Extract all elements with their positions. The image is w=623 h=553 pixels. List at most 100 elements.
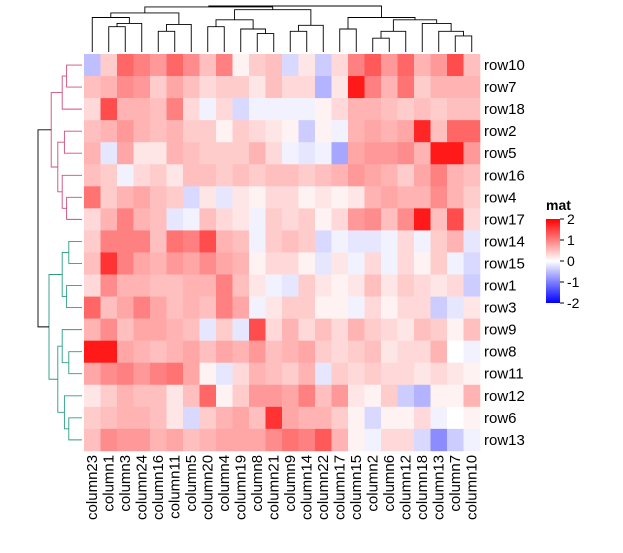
heatmap-cell [133,340,151,363]
dendrogram-branch [66,64,82,88]
column-dendrogram [91,5,473,52]
heatmap-cell [133,406,151,430]
column-label: column17 [332,455,349,520]
heatmap-cell [117,318,134,341]
heatmap-cell [282,76,299,99]
legend-tick-label: 1 [567,232,575,248]
heatmap-cell [216,208,233,231]
heatmap-cell [364,406,382,430]
heatmap-cell [364,318,382,341]
heatmap-cell [414,384,431,408]
column-label: column24 [134,455,151,520]
heatmap-cell [463,98,481,121]
heatmap-cell [397,54,415,77]
heatmap-cell [150,98,167,121]
heatmap-cell [265,76,283,99]
column-label: column6 [381,455,398,512]
heatmap-cell [183,340,200,363]
heatmap-cell [84,252,101,275]
heatmap-cell [397,362,415,386]
heatmap-cell [298,230,316,253]
heatmap-cell [265,208,283,231]
heatmap-cell [265,340,283,363]
heatmap-cell [84,318,101,341]
heatmap-cell [84,362,101,386]
heatmap-cell [183,406,200,430]
heatmap-cell [381,142,398,165]
heatmap-cell [331,98,349,121]
dendrogram-branch [256,33,275,52]
heatmap-cell [100,318,118,341]
heatmap-cell [265,296,283,319]
heatmap-cell [331,428,349,452]
dendrogram-branch [66,196,82,220]
heatmap-cell [117,186,134,209]
heatmap-cell [133,384,151,408]
heatmap-cell [216,98,233,121]
legend-colorbar [546,219,560,303]
heatmap-cell [216,296,233,319]
heatmap-cell [84,142,101,165]
heatmap-cell [133,252,151,275]
heatmap-cell [348,252,365,275]
column-label: column9 [282,455,299,512]
heatmap-cell [117,340,134,363]
heatmap-cell [117,142,134,165]
heatmap-cell [100,142,118,165]
heatmap-cell [199,186,217,209]
heatmap-cell [117,274,134,297]
heatmap-cell [100,186,118,209]
heatmap-cell [447,230,464,253]
heatmap-cell [133,142,151,165]
heatmap-cell [216,252,233,275]
dendrogram-branch [91,17,130,52]
heatmap-cell [282,274,299,297]
heatmap-cell [133,98,151,121]
heatmap-cell [232,318,250,341]
heatmap-cell [331,296,349,319]
heatmap-cell [265,164,283,187]
heatmap-cell [282,428,299,452]
heatmap-cell [166,318,184,341]
heatmap-cell [183,318,200,341]
heatmap-cell [265,274,283,297]
heatmap-cell [430,208,448,231]
heatmap-cell [430,120,448,143]
heatmap-cell [150,362,167,386]
heatmap-cell [414,98,431,121]
heatmap-cell [232,252,250,275]
heatmap-cell [166,406,184,430]
heatmap-cell [117,76,134,99]
heatmap-cell [298,208,316,231]
heatmap-cell [183,274,200,297]
heatmap-cell [348,296,365,319]
heatmap-cell [447,142,464,165]
heatmap-cell [133,230,151,253]
legend-ticks: 2 1 0 -1 -2 [560,211,580,311]
heatmap-cell [216,318,233,341]
heatmap-cell [166,274,184,297]
dendrogram-branch [380,30,407,52]
heatmap-cell [397,318,415,341]
heatmap-cell [397,76,415,99]
heatmap-cell [381,384,398,408]
heatmap-cell [315,274,332,297]
heatmap-cell [463,296,481,319]
heatmap-cell [183,76,200,99]
heatmap-cell [447,98,464,121]
heatmap-cell [216,142,233,165]
heatmap-cell [463,164,481,187]
heatmap-cell [150,164,167,187]
heatmap-cell [249,252,266,275]
heatmap-cell [315,186,332,209]
column-label: column3 [117,455,134,512]
heatmap-cell [199,76,217,99]
column-label: column4 [216,455,233,512]
heatmap-cell [397,164,415,187]
dendrogram-branch [61,75,82,110]
heatmap-cell [133,362,151,386]
heatmap-cell [183,186,200,209]
heatmap-cell [133,318,151,341]
dendrogram-branch [63,130,82,154]
heatmap-cell [100,296,118,319]
